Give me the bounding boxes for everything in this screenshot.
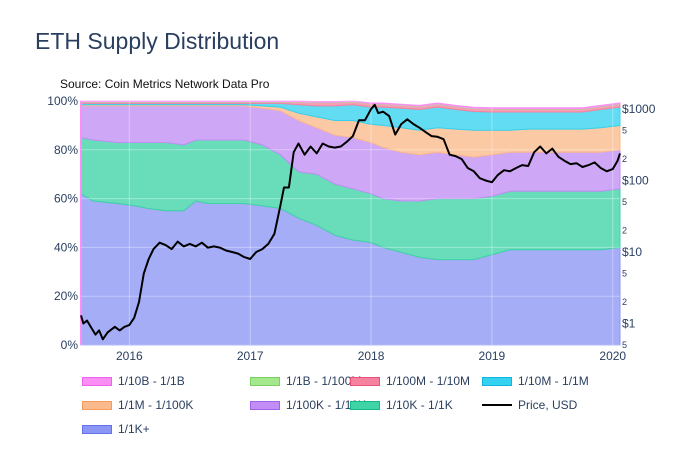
legend-label: 1/1B - 1/100M [286, 374, 362, 388]
x-tick-label: 2018 [358, 349, 385, 363]
y2-minor-tick-label: 5 [622, 269, 627, 279]
chart-title: ETH Supply Distribution [35, 28, 280, 54]
x-tick-label: 2016 [116, 349, 143, 363]
y-tick-label: 60% [54, 192, 78, 206]
y-tick-label: 20% [54, 289, 78, 303]
x-tick-label: 2020 [599, 349, 626, 363]
y2-minor-tick-label: 2 [622, 226, 627, 236]
legend-label: Price, USD [518, 398, 578, 412]
legend-color-swatch [82, 400, 112, 410]
legend-color-swatch [350, 400, 380, 410]
legend-color-swatch [82, 376, 112, 386]
stacked-areas [80, 100, 621, 346]
y2-minor-tick-label: 5 [622, 197, 627, 207]
x-axis-ticks: 2016 2017 2018 2019 2020 [116, 349, 626, 363]
y-axis-ticks: 0% 20% 40% 60% 80% 100% [47, 94, 78, 352]
chart-source: Source: Coin Metrics Network Data Pro [60, 77, 270, 91]
legend-item[interactable]: 1/1M - 1/100K [82, 398, 193, 412]
legend-item[interactable]: 1/1K+ [82, 422, 150, 436]
y2-minor-tick-label: 5 [622, 126, 627, 136]
legend-item[interactable]: 1/10K - 1/1K [350, 398, 453, 412]
y-tick-label: 100% [47, 94, 78, 108]
legend-color-swatch [350, 376, 380, 386]
y-tick-label: 40% [54, 240, 78, 254]
area-1-10b-1-1b [80, 100, 621, 110]
legend-label: 1/100K - 1/10K [286, 398, 367, 412]
gridlines [81, 100, 620, 346]
legend-label: 1/10B - 1/1B [118, 374, 185, 388]
legend-color-swatch [250, 376, 280, 386]
x-tick-label: 2019 [479, 349, 506, 363]
legend-item[interactable]: Price, USD [482, 398, 577, 412]
y2-minor-tick-label: 5 [622, 340, 627, 350]
x-tick-label: 2017 [237, 349, 264, 363]
y2-major-tick-label: $100 [622, 174, 649, 188]
legend-item[interactable]: 1/100M - 1/10M [350, 374, 470, 388]
y2-major-tick-label: $10 [622, 245, 642, 259]
legend-color-swatch [482, 376, 512, 386]
y2-major-tick-label: $1000 [622, 102, 656, 116]
legend-color-swatch [250, 400, 280, 410]
area-left-edge [80, 101, 82, 345]
legend-item[interactable]: 1/10B - 1/1B [82, 374, 185, 388]
legend-item[interactable]: 1/100K - 1/10K [250, 398, 366, 412]
y2-minor-tick-label: 2 [622, 154, 627, 164]
legend-color-swatch [82, 424, 112, 434]
legend-label: 1/1M - 1/100K [118, 398, 194, 412]
legend-item[interactable]: 1/10M - 1/1M [482, 374, 589, 388]
legend-item[interactable]: 1/1B - 1/100M [250, 374, 361, 388]
y-tick-label: 80% [54, 143, 78, 157]
price-line-group [80, 103, 621, 341]
y2-major-tick-label: $1 [622, 316, 636, 330]
y2-minor-tick-label: 2 [622, 297, 627, 307]
price-line [80, 103, 621, 341]
legend-label: 1/100M - 1/10M [386, 374, 471, 388]
y-tick-label: 0% [61, 338, 79, 352]
legend-label: 1/1K+ [118, 422, 150, 436]
legend-label: 1/10M - 1/1M [518, 374, 589, 388]
y2-axis-ticks: $1 $10 $100 $1000 5 2 5 2 5 2 5 [622, 102, 656, 350]
legend-line-swatch [482, 404, 512, 406]
legend-label: 1/10K - 1/1K [386, 398, 453, 412]
